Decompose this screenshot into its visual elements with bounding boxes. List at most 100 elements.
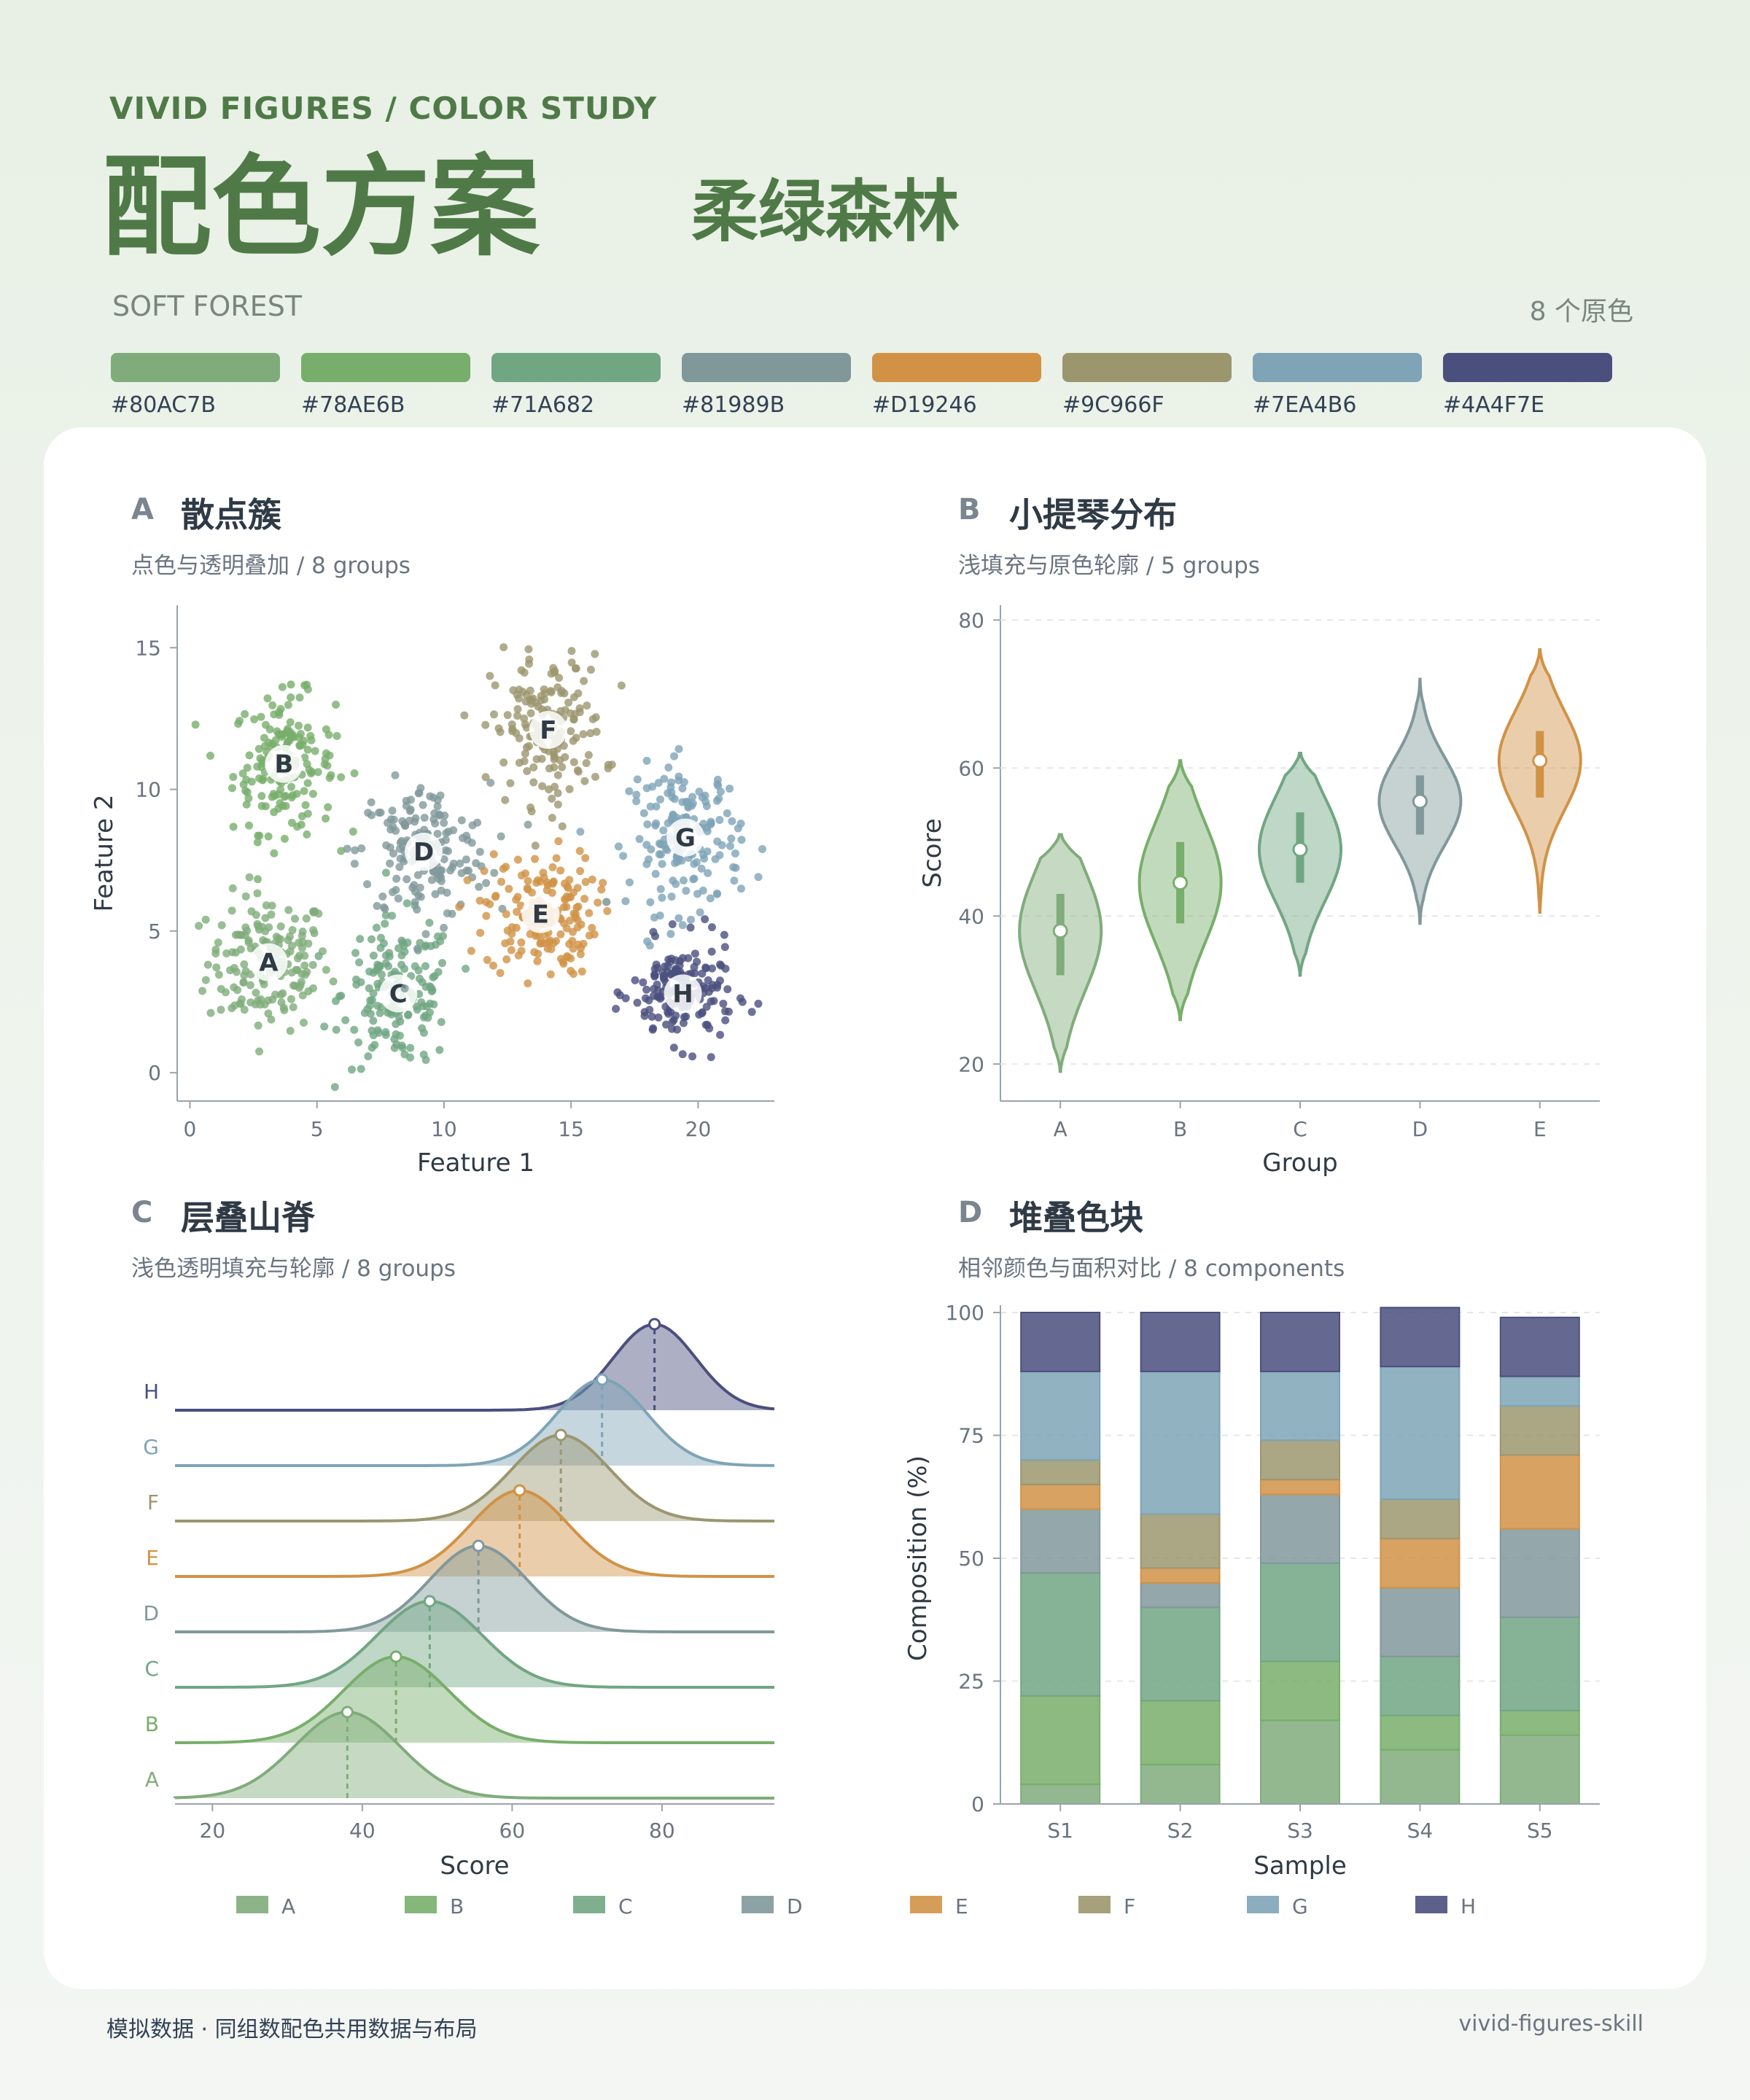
scatter-point — [270, 710, 279, 719]
scatter-point — [397, 1041, 406, 1050]
scatter-point — [270, 849, 279, 858]
panel-c-title: 层叠山脊 — [181, 1198, 315, 1237]
scatter-point — [502, 955, 511, 964]
scatter-point — [648, 1012, 656, 1021]
color-count: 8 个原色 — [1529, 297, 1633, 327]
scatter-point — [486, 672, 494, 680]
scatter-point — [404, 1011, 413, 1019]
scatter-point — [543, 878, 552, 887]
scatter-point — [708, 964, 717, 973]
scatter-point — [553, 800, 562, 809]
scatter-point — [413, 905, 421, 914]
x-tick-label: 80 — [649, 1819, 675, 1843]
scatter-point — [280, 834, 289, 843]
scatter-point — [565, 785, 574, 793]
scatter-point — [652, 802, 661, 811]
scatter-point — [646, 802, 655, 811]
ridge-mean-dot — [554, 1428, 567, 1442]
scatter-point — [531, 841, 540, 850]
scatter-point — [378, 892, 387, 901]
scatter-point — [438, 959, 446, 968]
scatter-point — [754, 873, 763, 882]
scatter-point — [690, 860, 699, 868]
color-swatch — [1443, 353, 1612, 382]
scatter-point — [526, 803, 535, 812]
scatter-point — [642, 756, 651, 765]
scatter-point — [381, 868, 390, 877]
scatter-point — [406, 796, 415, 804]
scatter-point — [496, 968, 505, 977]
bar-segment-g — [1020, 1370, 1101, 1461]
scatter-point — [265, 725, 274, 734]
scatter-point — [645, 996, 653, 1005]
scatter-point — [721, 1016, 730, 1024]
scatter-point — [503, 926, 512, 935]
legend-label: D — [787, 1894, 803, 1918]
scatter-point — [350, 1025, 359, 1034]
scatter-point — [268, 901, 276, 910]
scatter-point — [444, 828, 453, 836]
cluster-g: G — [576, 744, 766, 950]
scatter-point — [580, 777, 589, 785]
scatter-point — [276, 704, 285, 713]
scatter-point — [388, 888, 397, 897]
scatter-point — [633, 998, 642, 1007]
y-axis-label: Composition (%) — [903, 1455, 933, 1661]
cluster-label-bg — [521, 895, 560, 933]
scatter-point — [651, 870, 660, 879]
x-tick-label: A — [1054, 1117, 1068, 1141]
scatter-point — [287, 941, 296, 950]
scatter-point — [688, 793, 697, 801]
scatter-point — [668, 919, 677, 928]
scatter-point — [284, 701, 292, 709]
scatter-point — [671, 859, 680, 868]
scatter-point — [723, 809, 731, 817]
scatter-point — [588, 923, 596, 932]
scatter-point — [660, 774, 669, 783]
scatter-point — [586, 665, 595, 674]
bar-segment-d — [1020, 1508, 1101, 1574]
ridge-line-b — [175, 1654, 774, 1744]
scatter-point — [383, 819, 392, 828]
scatter-point — [699, 820, 708, 828]
scatter-point — [549, 877, 558, 886]
scatter-point — [217, 921, 226, 930]
cluster-label: B — [274, 750, 293, 779]
scatter-point — [482, 911, 491, 920]
ridge-label: H — [144, 1380, 159, 1404]
bar-segment-e — [1020, 1483, 1101, 1510]
scatter-point — [347, 1065, 356, 1074]
bar-segment-f — [1499, 1405, 1580, 1456]
ridgeline-chart: H G F E D C B A 20 40 60 80 Score — [143, 1318, 775, 1881]
scatter-point — [591, 772, 599, 781]
scatter-point — [241, 923, 250, 932]
scatter-point — [369, 1016, 378, 1025]
scatter-point — [301, 801, 310, 809]
scatter-point — [322, 965, 330, 974]
color-swatch-label: #7EA4B6 — [1253, 392, 1357, 418]
cluster-label-bg — [664, 974, 702, 1013]
scatter-point — [400, 984, 409, 993]
scatter-point — [457, 869, 466, 878]
scatter-point — [713, 779, 722, 788]
scatter-point — [232, 968, 241, 976]
scatter-point — [576, 867, 585, 876]
scatter-point — [576, 828, 585, 836]
scatter-point — [520, 757, 529, 766]
scatter-point — [217, 1006, 225, 1014]
scatter-point — [257, 792, 266, 801]
bar-segment-g — [1260, 1370, 1340, 1442]
scatter-point — [642, 985, 651, 994]
scatter-point — [572, 664, 580, 673]
scatter-point — [285, 932, 294, 941]
legend-swatch — [1415, 1896, 1447, 1913]
scatter-point — [324, 803, 332, 812]
scatter-point — [491, 681, 499, 690]
scatter-point — [718, 841, 726, 849]
scatter-point — [489, 710, 498, 719]
scatter-point — [287, 782, 296, 791]
scatter-point — [400, 821, 409, 830]
scatter-point — [245, 751, 254, 760]
bar-segment-a — [1140, 1764, 1221, 1805]
scatter-point — [419, 1002, 427, 1011]
